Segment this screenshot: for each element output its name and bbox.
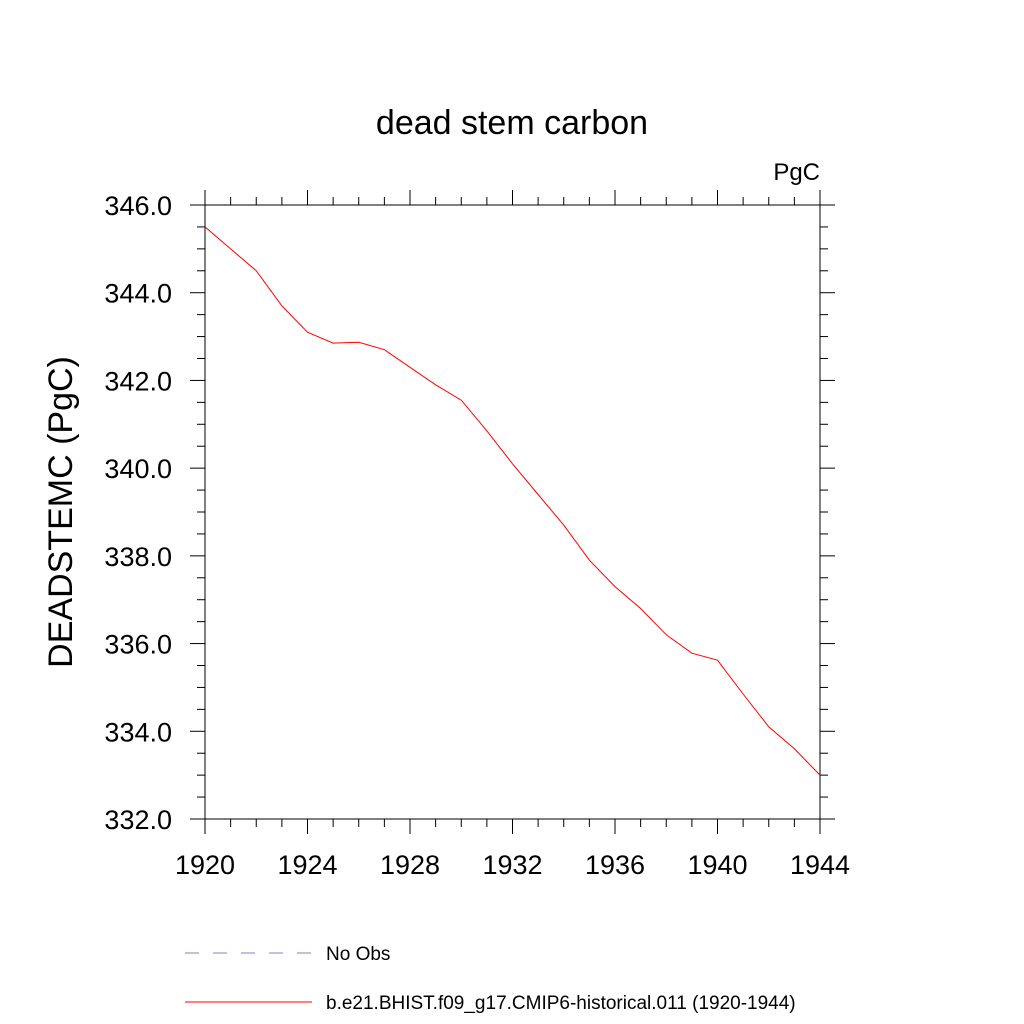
y-tick-label: 346.0 xyxy=(104,191,172,221)
plot-frame xyxy=(204,204,821,820)
x-tick-label: 1936 xyxy=(585,850,645,880)
y-axis-label: DEADSTEMC (PgC) xyxy=(42,356,80,668)
x-tick-label: 1920 xyxy=(175,850,235,880)
series-line xyxy=(204,226,821,776)
x-tick-label: 1932 xyxy=(482,850,542,880)
y-tick-label: 342.0 xyxy=(104,366,172,396)
series-group xyxy=(204,226,821,776)
legend-label: b.e21.BHIST.f09_g17.CMIP6-historical.011… xyxy=(326,993,796,1014)
units-label: PgC xyxy=(773,159,820,186)
x-tick-label: 1944 xyxy=(790,850,850,880)
y-tick-label: 340.0 xyxy=(104,454,172,484)
axis-tick-labels: 1920 1924 1928 1932 1936 1940 1944 332.0 334.0 33… xyxy=(104,191,850,880)
y-tick-label: 332.0 xyxy=(104,805,172,835)
x-tick-label: 1924 xyxy=(277,850,337,880)
axis-ticks xyxy=(190,190,835,834)
y-tick-label: 336.0 xyxy=(104,630,172,660)
y-tick-label: 344.0 xyxy=(104,279,172,309)
chart-title: dead stem carbon xyxy=(376,104,648,142)
legend-label: No Obs xyxy=(326,944,390,965)
y-tick-label: 338.0 xyxy=(104,542,172,572)
y-tick-label: 334.0 xyxy=(104,717,172,747)
x-tick-label: 1928 xyxy=(380,850,440,880)
x-tick-label: 1940 xyxy=(687,850,747,880)
legend: No Obs b.e21.BHIST.f09_g17.CMIP6-historic… xyxy=(185,944,796,1014)
